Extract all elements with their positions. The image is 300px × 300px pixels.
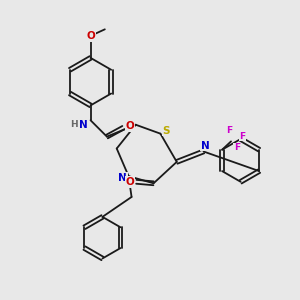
Text: F: F bbox=[239, 131, 245, 140]
Text: N: N bbox=[118, 172, 127, 183]
Text: O: O bbox=[125, 177, 134, 187]
Text: F: F bbox=[234, 143, 240, 152]
Text: F: F bbox=[226, 127, 232, 136]
Text: N: N bbox=[79, 120, 88, 130]
Text: H: H bbox=[70, 120, 78, 129]
Text: S: S bbox=[163, 126, 170, 136]
Text: N: N bbox=[201, 140, 209, 151]
Text: O: O bbox=[86, 31, 95, 41]
Text: O: O bbox=[125, 121, 134, 131]
